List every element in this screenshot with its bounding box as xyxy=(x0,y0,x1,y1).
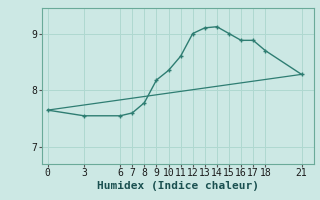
X-axis label: Humidex (Indice chaleur): Humidex (Indice chaleur) xyxy=(97,181,259,191)
